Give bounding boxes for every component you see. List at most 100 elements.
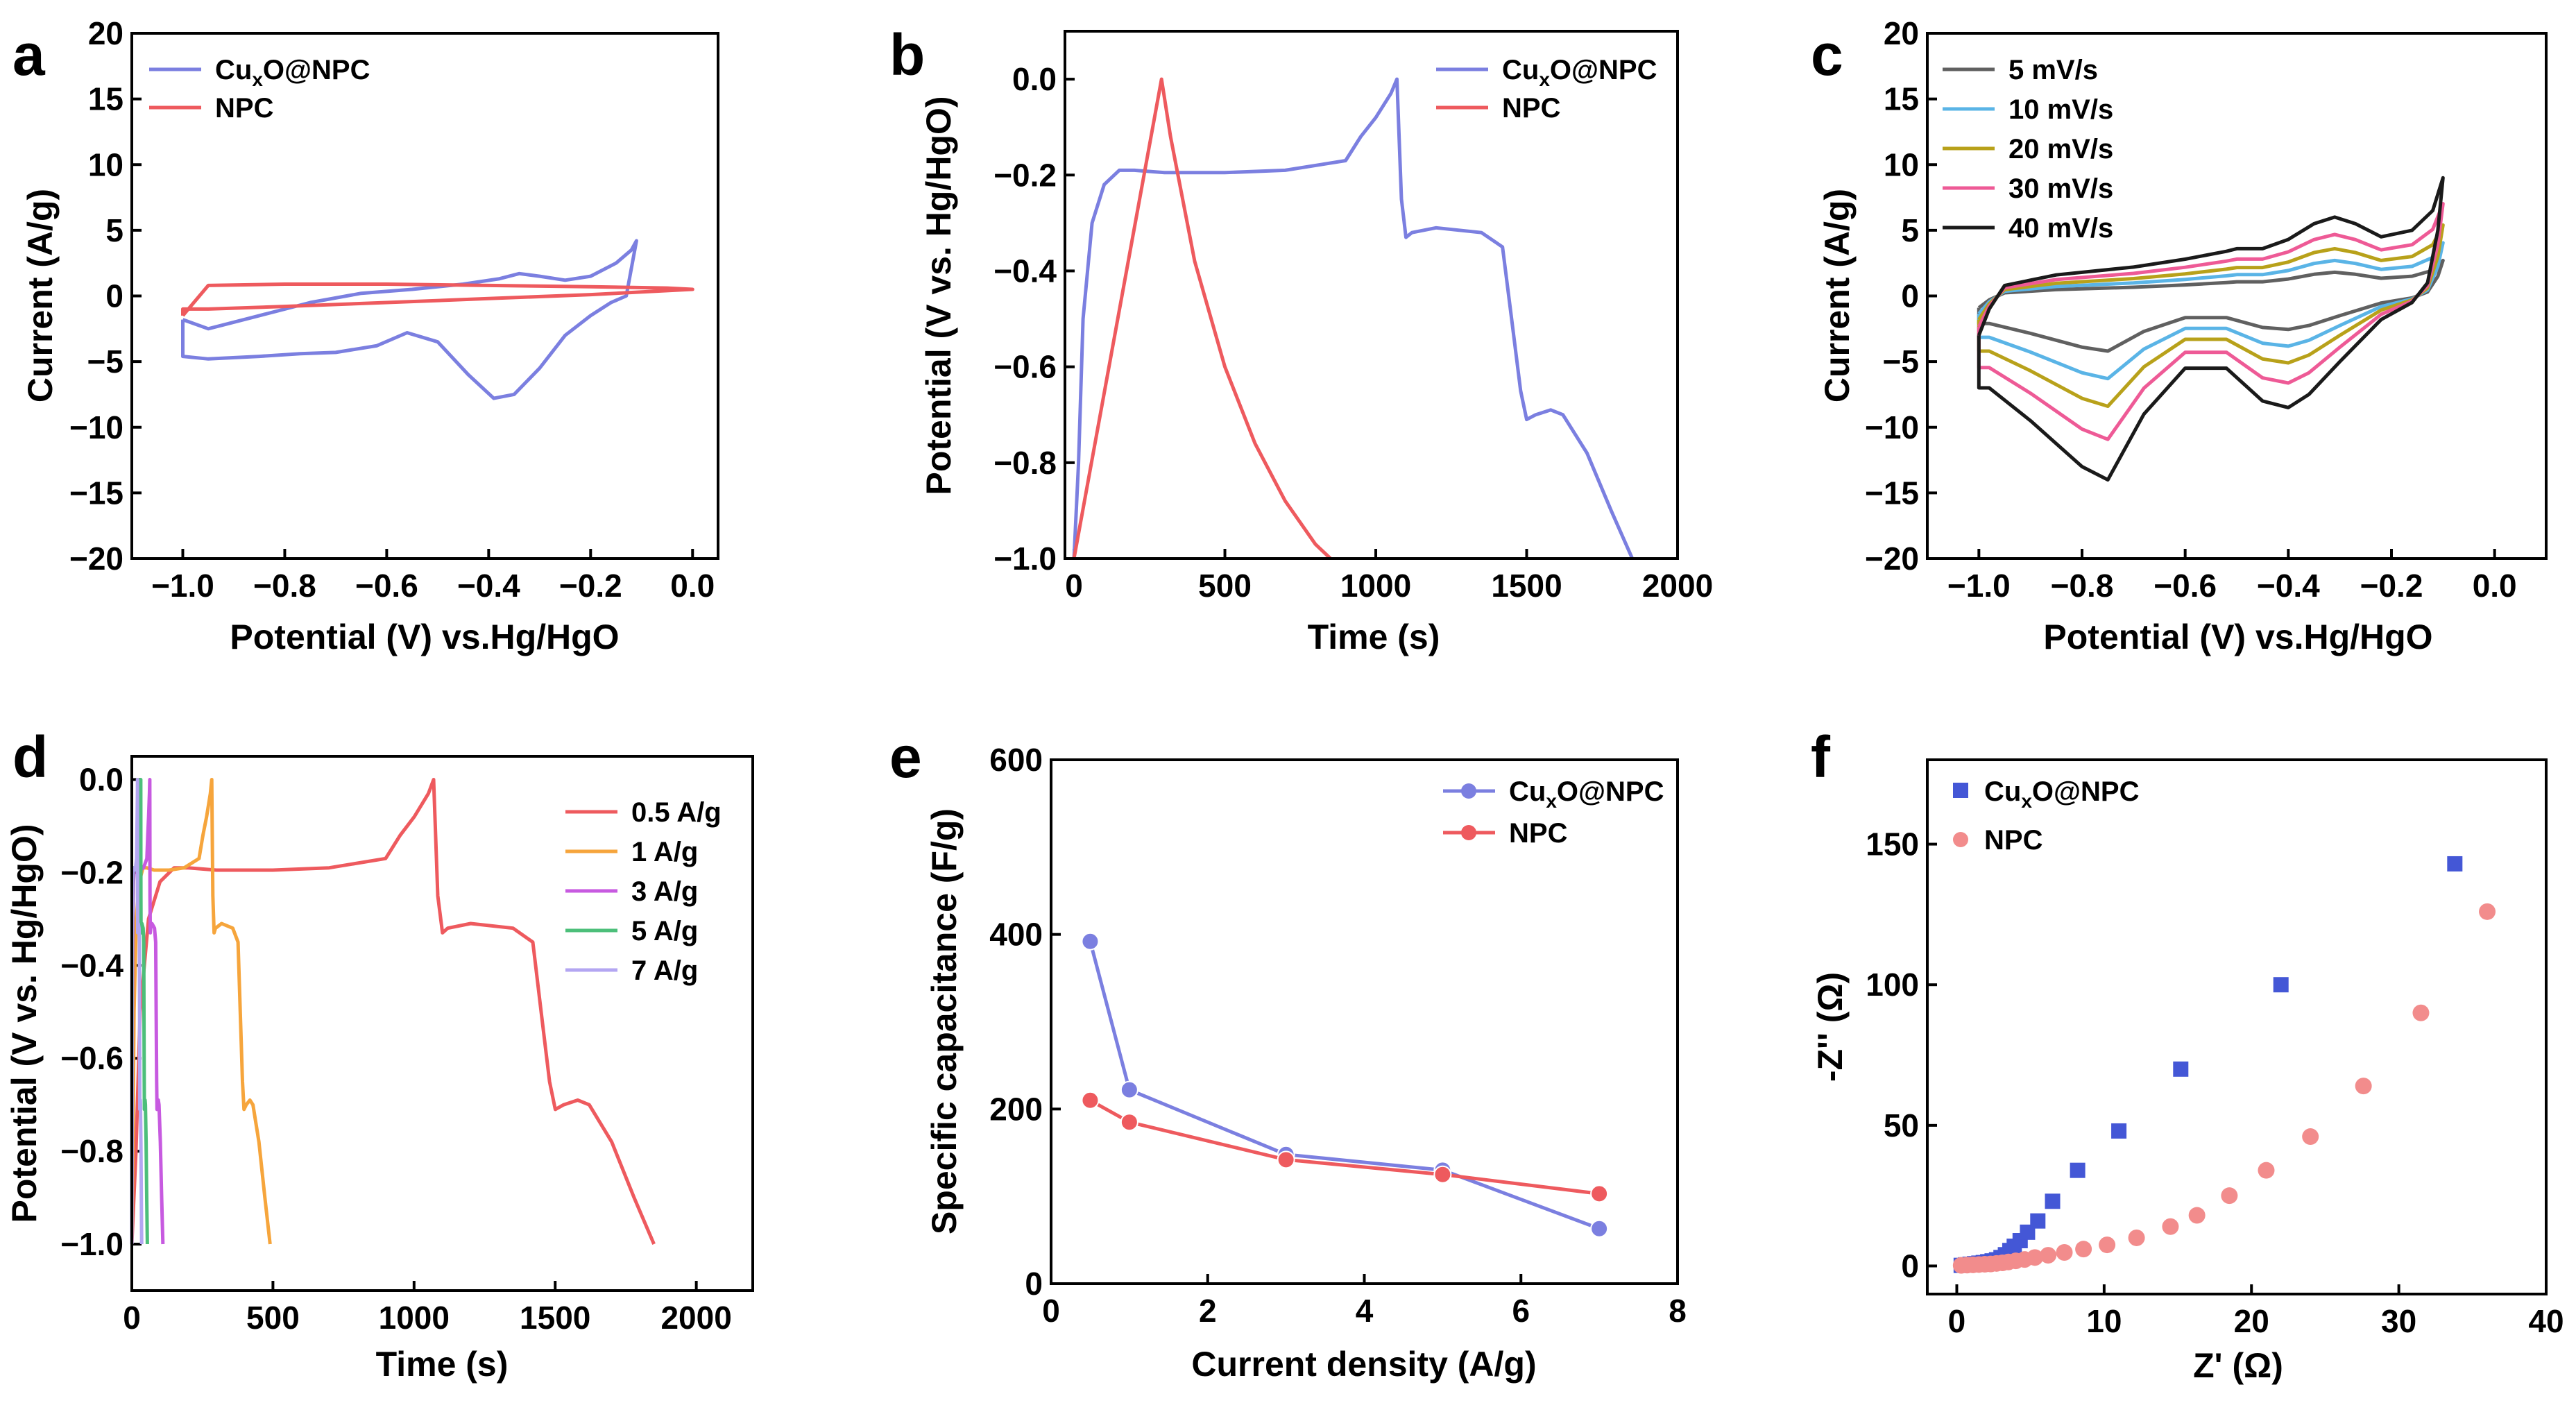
y-tick-label: −15 — [1865, 475, 1919, 511]
legend-marker — [1461, 825, 1476, 840]
legend-label: 20 mV/s — [2008, 134, 2113, 164]
data-point-square — [2173, 1061, 2189, 1077]
data-point-circle — [2188, 1207, 2206, 1224]
legend-label: NPC — [215, 93, 273, 124]
y-tick-label: 400 — [989, 917, 1043, 953]
data-point-circle — [2162, 1218, 2179, 1235]
data-point-circle — [2040, 1247, 2057, 1264]
x-tick-label: 6 — [1512, 1293, 1530, 1329]
legend-label-main: Cu — [1509, 776, 1546, 807]
x-axis-label: Z' (Ω) — [2193, 1346, 2283, 1385]
data-point-circle — [2355, 1078, 2372, 1095]
legend-label: 10 mV/s — [2008, 94, 2113, 125]
data-point-square — [2070, 1162, 2085, 1178]
panel-letter: d — [12, 724, 48, 790]
data-point-square — [2447, 856, 2463, 871]
data-point — [1590, 1219, 1609, 1238]
plot-frame — [1926, 32, 2548, 560]
x-tick-label: −0.6 — [2153, 568, 2217, 604]
legend-label-sub: x — [1546, 790, 1557, 812]
y-tick-label: 15 — [88, 81, 123, 117]
legend-label: 5 mV/s — [2008, 55, 2098, 85]
legend-marker — [1461, 783, 1476, 799]
legend-label-tail: O@NPC — [1557, 776, 1664, 807]
panel-letter: f — [1811, 724, 1831, 790]
x-tick-label: 10 — [2086, 1303, 2122, 1339]
x-tick-label: 30 — [2381, 1303, 2416, 1339]
legend: CuxO@NPC NPC — [1953, 776, 2139, 856]
x-tick-label: −0.8 — [2051, 568, 2114, 604]
data-point — [1277, 1150, 1295, 1169]
series-line — [1072, 77, 1635, 560]
y-tick-label: −5 — [1883, 343, 1919, 380]
chart-panel-e: e 0 2 4 6 8 0 200 400 600 Current density (A/g) Spe… — [889, 724, 1687, 1384]
legend-label-main: Cu — [1502, 55, 1539, 85]
plot-area — [1081, 932, 1609, 1238]
data-point-circle — [2221, 1187, 2238, 1205]
y-tick-label: −1.0 — [60, 1226, 123, 1262]
legend-label: NPC — [1502, 93, 1560, 124]
y-tick-label: 0 — [1901, 278, 1919, 314]
legend-label: 0.5 A/g — [631, 797, 722, 828]
y-tick-label: 100 — [1866, 967, 1919, 1003]
y-axis-label: -Z'' (Ω) — [1811, 972, 1850, 1082]
chart-panel-a: a −1.0 −0.8 −0.6 −0.4 −0.2 0.0 −20 −15 −10 −5 0 5 10 1… — [12, 15, 719, 656]
series-line — [1977, 202, 2445, 441]
x-tick-label: 40 — [2528, 1303, 2564, 1339]
legend-label: 3 A/g — [631, 876, 698, 907]
plot-frame — [1926, 758, 2548, 1295]
x-tick-label: 500 — [246, 1300, 300, 1336]
y-tick-label: 0.0 — [1012, 61, 1057, 97]
x-axis-label: Current density (A/g) — [1191, 1345, 1536, 1384]
y-tick-label: −5 — [87, 343, 123, 380]
y-tick-label: 150 — [1866, 826, 1919, 862]
data-point-circle — [2479, 903, 2496, 920]
y-tick-label: −0.6 — [60, 1040, 123, 1076]
y-tick-label: 5 — [1901, 212, 1919, 248]
y-tick-label: 0 — [1025, 1266, 1043, 1302]
y-axis-label: Current (A/g) — [1818, 189, 1857, 402]
y-tick-label: −1.0 — [993, 541, 1057, 577]
legend-label-main: Cu — [1984, 776, 2021, 807]
y-tick-label: −0.6 — [993, 349, 1057, 385]
series-line — [1977, 176, 2445, 482]
x-tick-label: 0 — [1948, 1303, 1966, 1339]
y-tick-label: −0.2 — [60, 854, 123, 890]
data-point-circle — [2302, 1128, 2319, 1146]
legend: 0.5 A/g 1 A/g 3 A/g 5 A/g 7 A/g — [565, 797, 722, 986]
legend-marker — [1953, 832, 1968, 847]
x-tick-label: 0 — [1065, 568, 1083, 604]
x-tick-label: −0.8 — [253, 568, 316, 604]
x-tick-label: 0 — [1042, 1293, 1060, 1329]
data-point — [1590, 1184, 1609, 1203]
y-tick-label: 15 — [1884, 81, 1919, 117]
x-tick-label: 2 — [1199, 1293, 1217, 1329]
legend-label: 40 mV/s — [2008, 213, 2113, 244]
series-line — [1977, 241, 2445, 381]
x-axis-label: Potential (V) vs.Hg/HgO — [2043, 618, 2432, 656]
chart-panel-c: c −1.0 −0.8 −0.6 −0.4 −0.2 0.0 −20 −15 −10 −5 0 5 10 1… — [1811, 15, 2548, 656]
legend-label-sub: x — [252, 69, 263, 90]
legend-label-main: 30 mV/s — [2008, 173, 2113, 204]
y-axis-label: Potential (V vs. Hg/HgO) — [919, 96, 958, 495]
legend-label: CuxO@NPC — [1509, 776, 1664, 812]
x-axis-label: Time (s) — [1308, 618, 1440, 656]
legend-label: NPC — [1984, 825, 2042, 856]
y-tick-label: −15 — [69, 475, 123, 511]
chart-panel-f: f 0 10 20 30 40 0 50 100 150 Z' (Ω) -Z'' (Ω) CuxO@NP… — [1811, 724, 2564, 1385]
x-tick-label: 20 — [2234, 1303, 2269, 1339]
legend-label-sub: x — [2021, 790, 2032, 812]
plot-area — [1952, 856, 2496, 1274]
x-tick-label: 4 — [1356, 1293, 1374, 1329]
y-tick-label: 0 — [105, 278, 123, 314]
legend-label-main: 10 mV/s — [2008, 94, 2113, 125]
series-line — [130, 778, 656, 1245]
data-point-circle — [2128, 1229, 2145, 1246]
data-point-square — [2030, 1213, 2046, 1229]
x-tick-label: 1500 — [1491, 568, 1562, 604]
y-tick-label: −0.8 — [60, 1133, 123, 1169]
data-point-circle — [2412, 1004, 2430, 1021]
legend-label: 7 A/g — [631, 955, 698, 986]
x-tick-label: 1000 — [379, 1300, 450, 1336]
